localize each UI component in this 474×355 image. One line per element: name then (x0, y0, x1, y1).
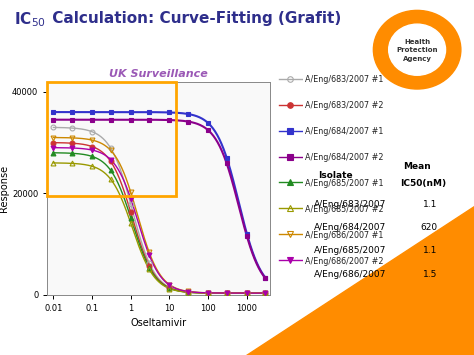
Text: IC50(nM): IC50(nM) (401, 179, 447, 188)
Text: Protection: Protection (396, 47, 438, 53)
Text: A/Eng/683/2007: A/Eng/683/2007 (314, 200, 386, 209)
Text: Health: Health (404, 38, 430, 44)
X-axis label: Oseltamivir: Oseltamivir (131, 318, 187, 328)
Text: 1.5: 1.5 (423, 271, 438, 279)
Text: 1.1: 1.1 (423, 246, 438, 255)
Text: Isolate: Isolate (318, 170, 353, 180)
Text: A/Eng/683/2007 #2: A/Eng/683/2007 #2 (305, 101, 383, 110)
Text: A/Eng/686/2007 #2: A/Eng/686/2007 #2 (305, 257, 383, 266)
Title: UK Surveillance: UK Surveillance (109, 70, 208, 80)
Text: A/Eng/685/2007: A/Eng/685/2007 (314, 246, 386, 255)
Text: A/Eng/686/2007: A/Eng/686/2007 (314, 271, 386, 279)
Text: A/Eng/684/2007 #2: A/Eng/684/2007 #2 (305, 153, 383, 162)
Text: IC$_{50}$: IC$_{50}$ (14, 11, 46, 29)
Circle shape (389, 24, 446, 75)
Text: 620: 620 (420, 223, 438, 232)
Text: Mean: Mean (403, 163, 431, 171)
Text: Calculation: Curve-Fitting (Grafit): Calculation: Curve-Fitting (Grafit) (47, 11, 342, 26)
Text: Agency: Agency (402, 56, 432, 62)
Text: A/Eng/684/2007 #1: A/Eng/684/2007 #1 (305, 127, 383, 136)
Y-axis label: Response: Response (0, 165, 9, 212)
Bar (47, 82, 176, 196)
Text: A/Eng/685/2007 #2: A/Eng/685/2007 #2 (305, 205, 383, 214)
Text: A/Eng/686/2007 #1: A/Eng/686/2007 #1 (305, 231, 383, 240)
Text: A/Eng/683/2007 #1: A/Eng/683/2007 #1 (305, 75, 383, 84)
Text: A/Eng/684/2007: A/Eng/684/2007 (314, 223, 386, 232)
Text: 1.1: 1.1 (423, 200, 438, 209)
Circle shape (374, 10, 461, 89)
Text: A/Eng/685/2007 #1: A/Eng/685/2007 #1 (305, 179, 383, 188)
